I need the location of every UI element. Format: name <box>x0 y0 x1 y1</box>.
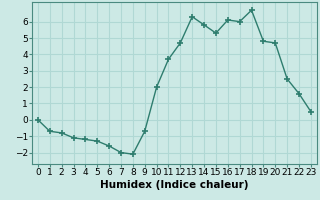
X-axis label: Humidex (Indice chaleur): Humidex (Indice chaleur) <box>100 180 249 190</box>
